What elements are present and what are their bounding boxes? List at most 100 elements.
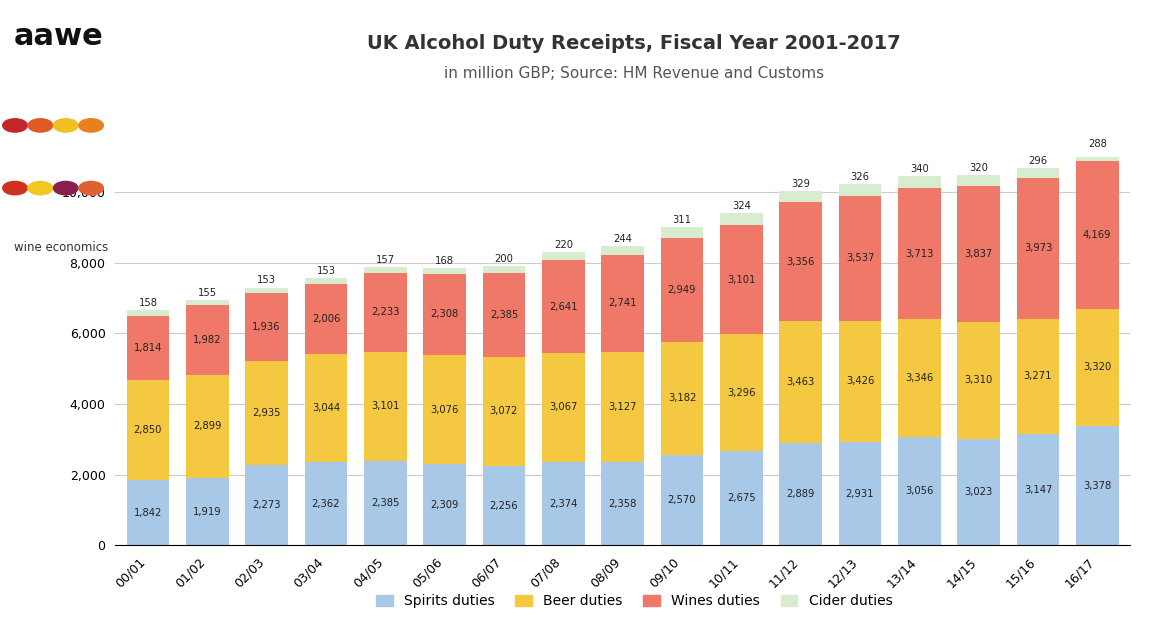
Bar — [364, 267, 407, 273]
Text: 3,426: 3,426 — [846, 376, 874, 386]
Bar — [1017, 168, 1060, 178]
Bar — [483, 266, 526, 273]
Text: 3,023: 3,023 — [965, 487, 993, 497]
Text: 2,949: 2,949 — [668, 285, 696, 295]
Bar — [423, 464, 466, 545]
Text: 3,537: 3,537 — [846, 253, 874, 263]
Bar — [838, 196, 881, 321]
Bar — [246, 361, 288, 465]
Bar — [957, 439, 1000, 545]
Bar — [423, 355, 466, 464]
Bar — [542, 252, 585, 260]
Bar — [364, 352, 407, 461]
Text: 3,101: 3,101 — [728, 275, 755, 285]
Bar — [661, 342, 703, 455]
Text: 329: 329 — [791, 179, 811, 189]
Bar — [186, 375, 228, 478]
Bar — [957, 322, 1000, 439]
Text: 296: 296 — [1028, 155, 1048, 166]
Bar — [364, 273, 407, 352]
Bar — [186, 478, 228, 545]
Text: 1,936: 1,936 — [253, 322, 281, 332]
Text: in million GBP; Source: HM Revenue and Customs: in million GBP; Source: HM Revenue and C… — [444, 66, 824, 81]
Bar — [423, 268, 466, 273]
Bar — [127, 310, 169, 315]
Text: 3,072: 3,072 — [490, 406, 518, 416]
Text: 3,056: 3,056 — [905, 487, 934, 497]
Bar — [601, 246, 645, 255]
Bar — [661, 227, 703, 238]
Text: 2,570: 2,570 — [668, 495, 696, 505]
Text: 220: 220 — [553, 240, 573, 250]
Bar — [304, 283, 347, 354]
Bar — [719, 213, 762, 225]
Text: 3,044: 3,044 — [311, 403, 340, 413]
Bar — [186, 300, 228, 305]
Text: 3,346: 3,346 — [905, 373, 934, 383]
Bar — [1017, 178, 1060, 319]
Bar — [898, 319, 941, 438]
Bar — [542, 461, 585, 545]
Bar — [838, 321, 881, 442]
Bar — [779, 443, 822, 545]
Text: 3,463: 3,463 — [786, 377, 815, 387]
Text: 3,067: 3,067 — [549, 403, 578, 413]
Text: 1,842: 1,842 — [134, 508, 163, 518]
Text: 3,182: 3,182 — [668, 393, 696, 403]
Text: 1,814: 1,814 — [134, 342, 163, 352]
Text: 2,273: 2,273 — [253, 500, 281, 510]
Bar — [719, 451, 762, 545]
Bar — [601, 255, 645, 352]
Bar — [1017, 319, 1060, 435]
Text: 155: 155 — [197, 288, 217, 298]
Text: 2,935: 2,935 — [253, 408, 281, 418]
Text: 340: 340 — [910, 164, 928, 174]
Bar — [127, 480, 169, 545]
Text: 2,850: 2,850 — [134, 425, 163, 435]
Text: 2,889: 2,889 — [786, 490, 815, 500]
Bar — [838, 184, 881, 196]
Text: 3,713: 3,713 — [905, 249, 934, 258]
Text: 2,006: 2,006 — [311, 314, 340, 324]
Text: 3,973: 3,973 — [1024, 243, 1053, 253]
Text: 153: 153 — [316, 266, 336, 276]
Text: 2,308: 2,308 — [430, 309, 459, 319]
Text: 3,147: 3,147 — [1024, 485, 1053, 495]
Text: 1,982: 1,982 — [193, 335, 221, 345]
Bar — [483, 466, 526, 545]
Bar — [898, 188, 941, 319]
Bar — [542, 260, 585, 353]
Text: 4,169: 4,169 — [1083, 230, 1111, 240]
Text: 324: 324 — [732, 201, 751, 211]
Bar — [1076, 308, 1118, 426]
Bar — [601, 352, 645, 462]
Bar — [304, 354, 347, 462]
Bar — [898, 438, 941, 545]
Bar — [1076, 151, 1118, 161]
Text: aawe: aawe — [14, 22, 104, 51]
Bar — [719, 334, 762, 451]
Bar — [246, 293, 288, 361]
Bar — [483, 273, 526, 357]
Text: 3,378: 3,378 — [1083, 481, 1111, 491]
Bar — [779, 203, 822, 321]
Text: 288: 288 — [1088, 139, 1107, 149]
Bar — [957, 175, 1000, 186]
Bar — [1076, 426, 1118, 545]
Text: 157: 157 — [376, 255, 394, 265]
Text: 2,233: 2,233 — [371, 307, 399, 317]
Legend: Spirits duties, Beer duties, Wines duties, Cider duties: Spirits duties, Beer duties, Wines dutie… — [370, 589, 898, 614]
Text: 2,385: 2,385 — [490, 310, 518, 320]
Text: 244: 244 — [613, 234, 632, 244]
Text: 2,675: 2,675 — [728, 493, 755, 503]
Bar — [186, 305, 228, 375]
Bar — [423, 273, 466, 355]
Bar — [661, 455, 703, 545]
Text: 200: 200 — [495, 254, 513, 264]
Text: 2,741: 2,741 — [609, 298, 636, 308]
Text: 158: 158 — [138, 298, 158, 308]
Bar — [304, 278, 347, 283]
Bar — [661, 238, 703, 342]
Bar — [304, 462, 347, 545]
Bar — [127, 315, 169, 380]
